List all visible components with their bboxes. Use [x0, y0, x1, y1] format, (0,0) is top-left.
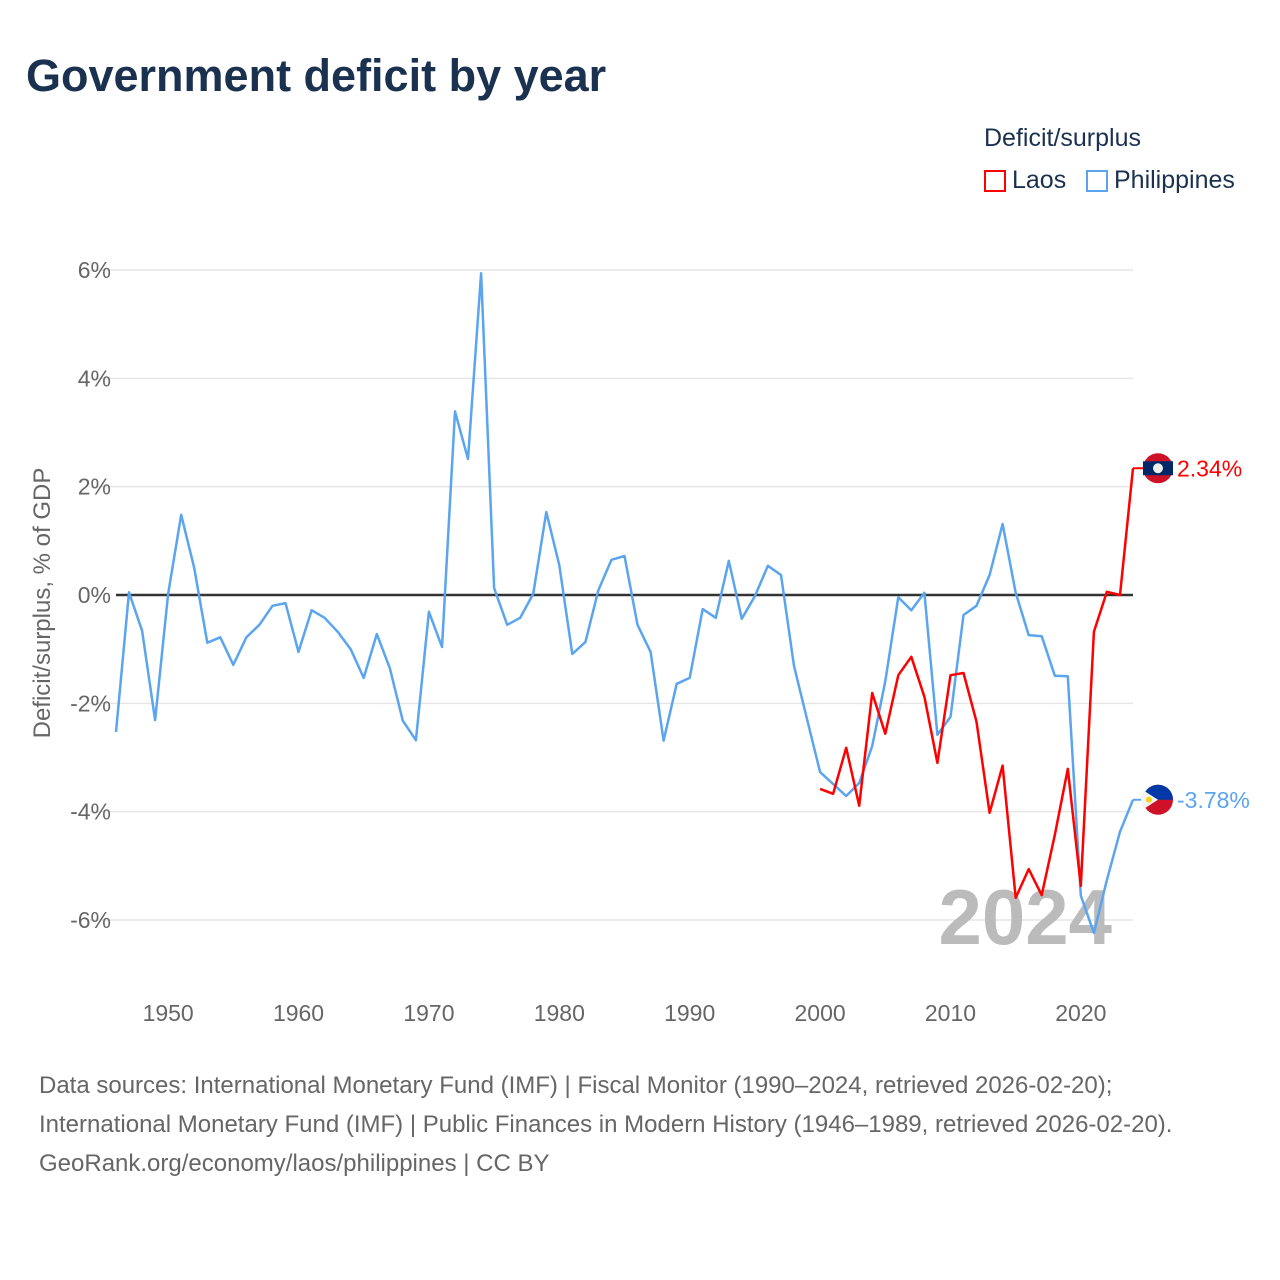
- x-tick-label: 1960: [273, 1000, 324, 1026]
- y-tick-label: -6%: [70, 907, 111, 933]
- end-label-laos: 2.34%: [1177, 455, 1242, 481]
- x-tick-label: 2000: [794, 1000, 845, 1026]
- philippines-flag-sun: [1146, 796, 1152, 803]
- year-watermark: 2024: [938, 873, 1112, 961]
- y-tick-label: -4%: [70, 799, 111, 825]
- credit-link[interactable]: GeoRank.org/economy/laos/philippines | C…: [39, 1150, 550, 1177]
- legend-swatch-laos: [984, 169, 1006, 192]
- x-tick-label: 1990: [664, 1000, 715, 1026]
- footer: Data sources: International Monetary Fun…: [39, 1066, 1239, 1183]
- x-tick-label: 1980: [534, 1000, 585, 1026]
- y-tick-label: -2%: [70, 690, 111, 716]
- data-sources: Data sources: International Monetary Fun…: [39, 1072, 1173, 1138]
- series-line-philippines: [114, 272, 1135, 935]
- x-tick-label: 1970: [403, 1000, 454, 1026]
- legend-swatch-philippines: [1086, 169, 1108, 192]
- chart-title: Government deficit by year: [26, 50, 607, 101]
- end-label-philippines: -3.78%: [1177, 787, 1250, 813]
- y-axis-label: Deficit/surplus, % of GDP: [29, 468, 56, 739]
- legend-label-philippines: Philippines: [1114, 166, 1235, 194]
- y-tick-label: 2%: [78, 474, 111, 500]
- series-line-laos: [819, 468, 1135, 900]
- legend-item-laos[interactable]: Laos: [984, 166, 1066, 195]
- y-tick-label: 4%: [78, 365, 111, 391]
- legend-title: Deficit/surplus: [984, 124, 1141, 152]
- y-tick-label: 6%: [78, 257, 111, 283]
- legend-item-philippines[interactable]: Philippines: [1086, 166, 1235, 195]
- y-tick-label: 0%: [78, 582, 111, 608]
- x-tick-label: 1950: [143, 1000, 194, 1026]
- x-tick-label: 2010: [925, 1000, 976, 1026]
- laos-flag-disc: [1153, 463, 1163, 474]
- legend-label-laos: Laos: [1012, 166, 1067, 194]
- x-tick-label: 2020: [1055, 1000, 1106, 1026]
